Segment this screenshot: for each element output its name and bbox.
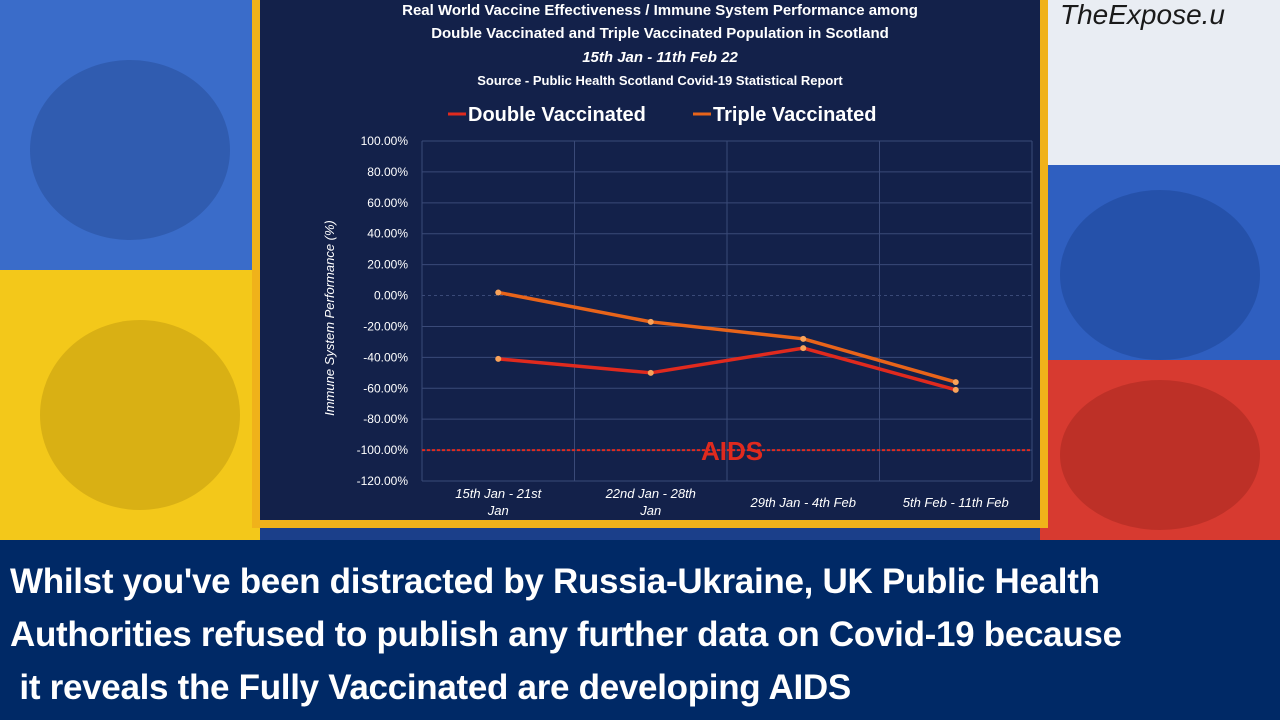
fist-shadow-right-top (1060, 190, 1260, 360)
y-tick-label: 0.00% (374, 289, 408, 303)
data-point-triple (495, 289, 502, 296)
ukraine-flag-blue (0, 0, 260, 270)
y-tick-label: 40.00% (367, 227, 408, 241)
data-point-triple (647, 318, 654, 325)
data-point-double (952, 386, 959, 393)
y-axis-label: Immune System Performance (%) (322, 220, 337, 416)
chart-series (495, 289, 959, 393)
x-tick-label: 15th Jan - 21st Jan (455, 486, 542, 518)
line-chart: Real World Vaccine Effectiveness / Immun… (322, 2, 1033, 518)
series-line-triple (497, 290, 957, 384)
y-tick-label: -60.00% (363, 381, 408, 395)
data-point-double (647, 369, 654, 376)
x-tick-label-line: 15th Jan - 21st (455, 486, 542, 501)
x-tick-label: 5th Feb - 11th Feb (903, 495, 1009, 510)
y-tick-label: 20.00% (367, 258, 408, 272)
data-point-double (800, 345, 807, 352)
y-tick-label: -120.00% (357, 474, 409, 488)
russia-flag-red (1040, 360, 1280, 540)
chart-source: Source - Public Health Scotland Covid-19… (477, 73, 843, 88)
watermark-text: TheExpose.u (1060, 0, 1225, 30)
x-tick-label: 29th Jan - 4th Feb (749, 495, 856, 510)
y-tick-label: -80.00% (363, 412, 408, 426)
russia-flag-white (1040, 0, 1280, 165)
data-point-double (495, 355, 502, 362)
chart-title-line-2: Double Vaccinated and Triple Vaccinated … (431, 25, 889, 42)
ukraine-flag-yellow (0, 270, 260, 540)
russia-flag-blue (1040, 165, 1280, 360)
data-point-triple (800, 335, 807, 342)
y-tick-label: 80.00% (367, 165, 408, 179)
chart-title-line-1: Real World Vaccine Effectiveness / Immun… (402, 2, 918, 19)
chart-subtitle: 15th Jan - 11th Feb 22 (582, 49, 738, 66)
caption-banner: Whilst you've been distracted by Russia-… (0, 540, 1280, 720)
aids-reference-label: AIDS (701, 436, 763, 466)
y-tick-label: -20.00% (363, 319, 408, 333)
fist-shadow-right-bottom (1060, 380, 1260, 530)
legend: Double Vaccinated Triple Vaccinated (448, 104, 876, 126)
caption-line-2: Authorities refused to publish any furth… (10, 615, 1122, 654)
x-tick-label-line: Jan (487, 503, 509, 518)
x-tick-label-line: 29th Jan - 4th Feb (749, 495, 856, 510)
series-line-double (498, 346, 957, 392)
x-axis-ticks: 15th Jan - 21st Jan 22nd Jan - 28th Jan 29th… (455, 486, 1009, 518)
chart-grid (421, 140, 1033, 482)
x-tick-label-line: 5th Feb - 11th Feb (903, 495, 1009, 510)
data-point-triple (952, 379, 959, 386)
fist-shadow-left-top (30, 60, 230, 240)
legend-label-triple: Triple Vaccinated (713, 104, 876, 126)
y-tick-label: 100.00% (361, 134, 409, 148)
x-tick-label-line: 22nd Jan - 28th (605, 486, 696, 501)
y-axis-ticks: 100.00% 80.00% 60.00% 40.00% 20.00% 0.00% -20.… (357, 134, 409, 488)
y-tick-label: 60.00% (367, 196, 408, 210)
x-tick-label: 22nd Jan - 28th Jan (605, 486, 696, 518)
y-tick-label: -100.00% (357, 443, 409, 457)
chart-panel: Real World Vaccine Effectiveness / Immun… (260, 0, 1040, 520)
caption-line-3: it reveals the Fully Vaccinated are deve… (10, 668, 851, 707)
x-tick-label-line: Jan (639, 503, 661, 518)
legend-label-double: Double Vaccinated (468, 104, 646, 126)
y-tick-label: -40.00% (363, 350, 408, 364)
fist-shadow-left-bottom (40, 320, 240, 510)
caption-line-1: Whilst you've been distracted by Russia-… (10, 562, 1100, 601)
background-flags (0, 0, 1280, 540)
